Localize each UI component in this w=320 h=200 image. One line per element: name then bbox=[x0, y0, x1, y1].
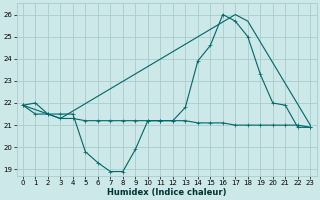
X-axis label: Humidex (Indice chaleur): Humidex (Indice chaleur) bbox=[107, 188, 226, 197]
